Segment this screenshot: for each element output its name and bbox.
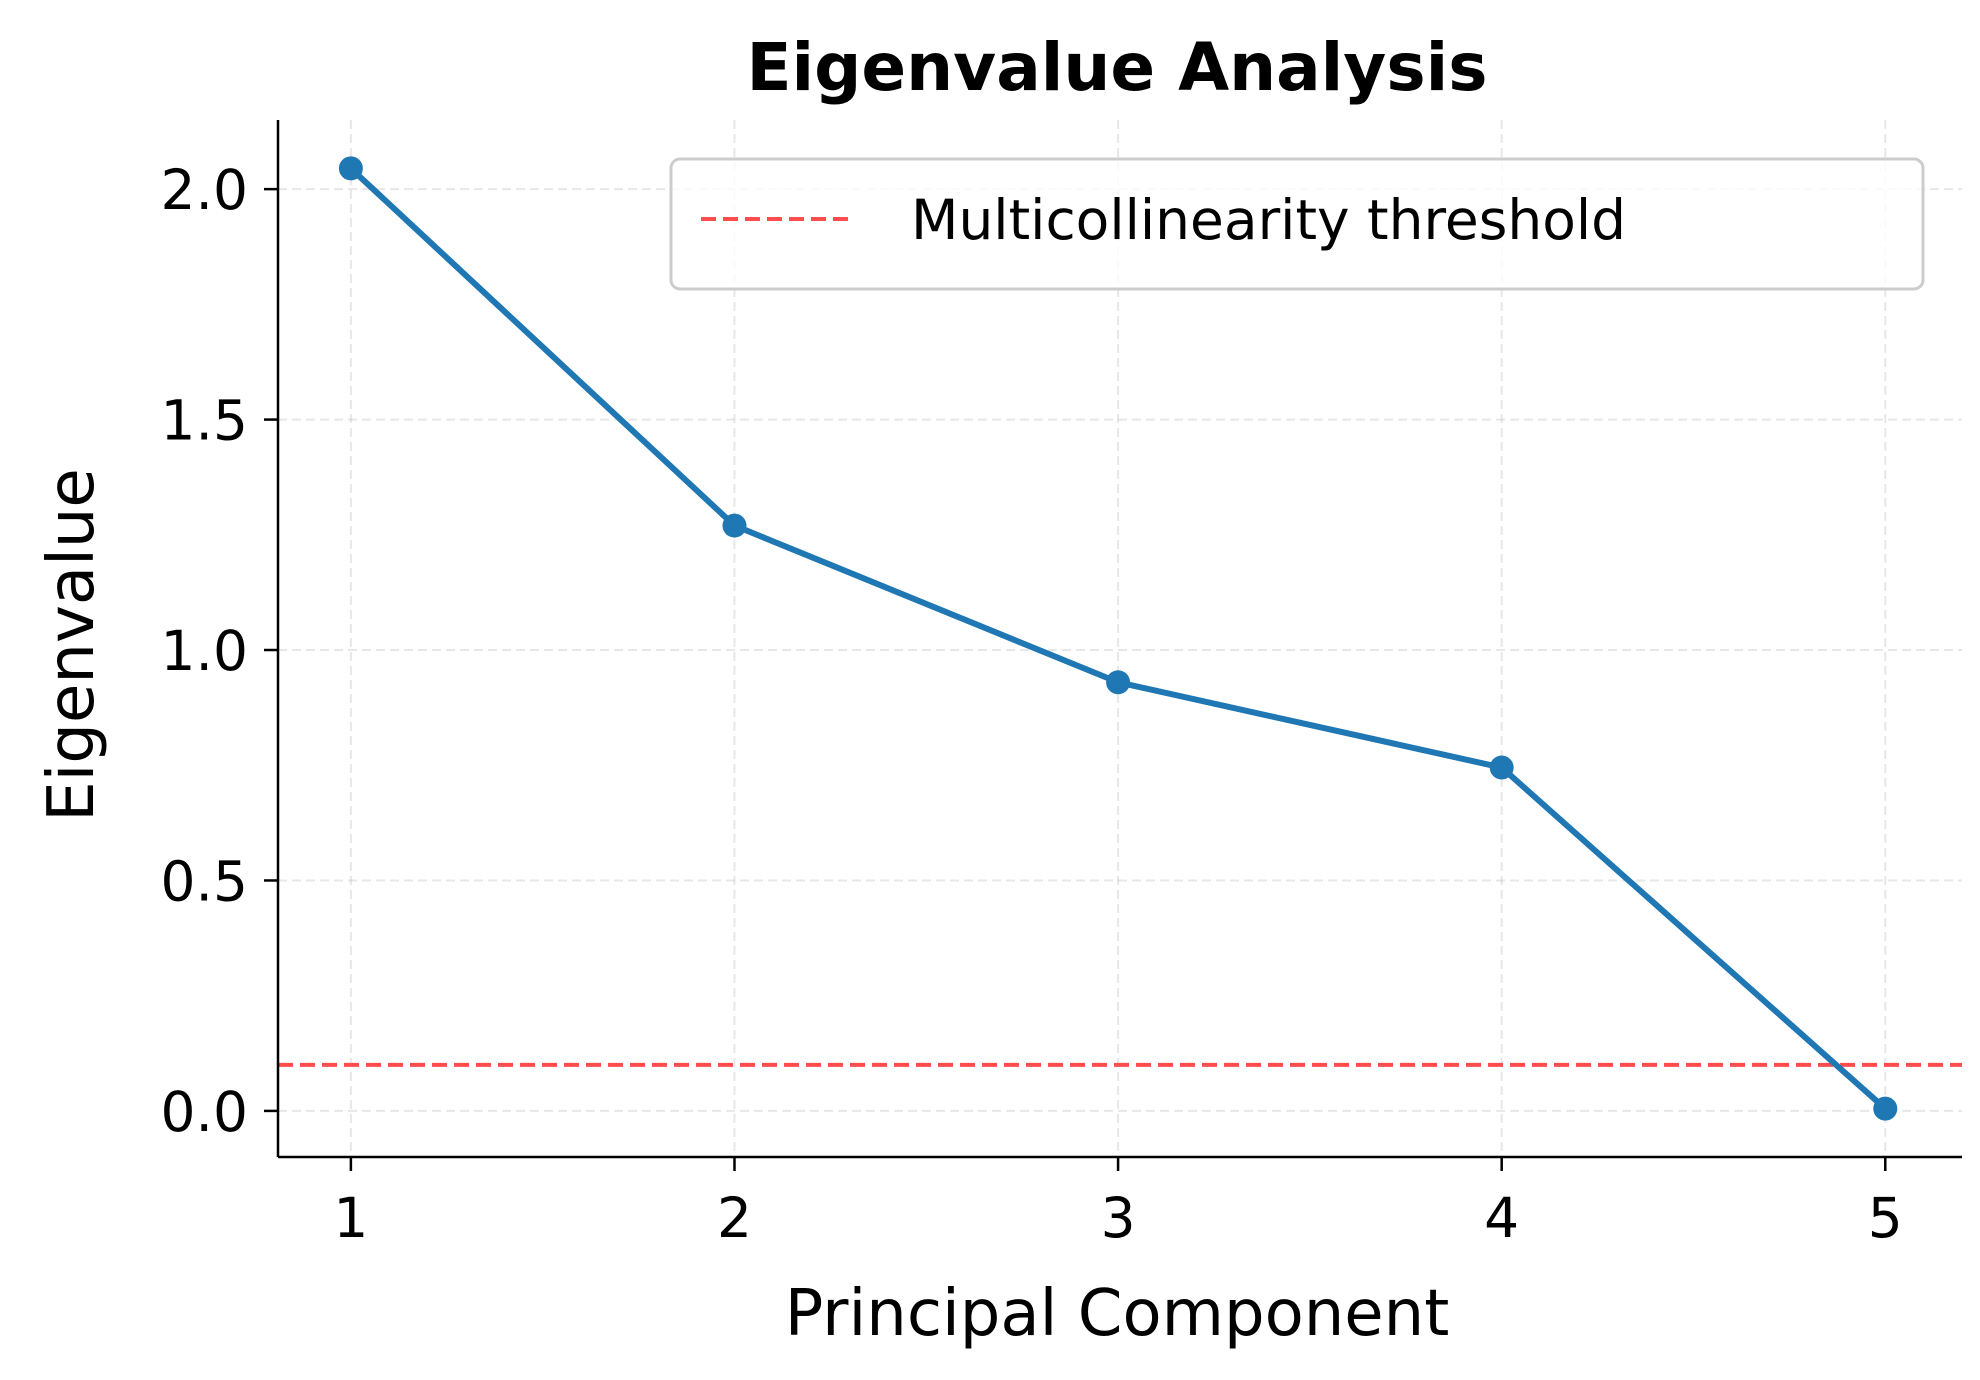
- tick-marks: [264, 187, 1887, 1171]
- y-axis-title: Eigenvalue: [35, 468, 109, 822]
- series-layer: [338, 156, 1898, 1121]
- eigenvalue-point-5: [1873, 1096, 1898, 1121]
- x-axis-title: Principal Component: [785, 1277, 1450, 1351]
- eigenvalue-point-1: [338, 156, 363, 181]
- y-tick-label-5: 2.0: [161, 158, 248, 222]
- legend-box: [669, 157, 1925, 291]
- x-tick-label-2: 2: [717, 1186, 752, 1250]
- y-tick-label-3: 1.0: [161, 619, 248, 683]
- x-tick-label-5: 5: [1868, 1186, 1903, 1250]
- eigenvalue-point-4: [1489, 755, 1514, 780]
- chart-title: Eigenvalue Analysis: [746, 29, 1487, 106]
- y-tick-label-2: 0.5: [161, 849, 248, 913]
- x-tick-label-3: 3: [1101, 1186, 1136, 1250]
- legend-threshold-label: Multicollinearity threshold: [911, 188, 1626, 252]
- x-tick-label-1: 1: [333, 1186, 368, 1250]
- axes: [276, 120, 1962, 1159]
- y-tick-label-1: 0.0: [161, 1080, 248, 1144]
- eigenvalue-point-2: [722, 513, 747, 538]
- eigenvalue-point-3: [1106, 670, 1131, 695]
- y-tick-label-4: 1.5: [161, 389, 248, 453]
- x-tick-label-4: 4: [1484, 1186, 1519, 1250]
- legend: Multicollinearity threshold: [669, 157, 1925, 291]
- tick-labels: 1 2 3 4 5 0.0 0.5 1.0 1.5 2.0: [161, 158, 1903, 1250]
